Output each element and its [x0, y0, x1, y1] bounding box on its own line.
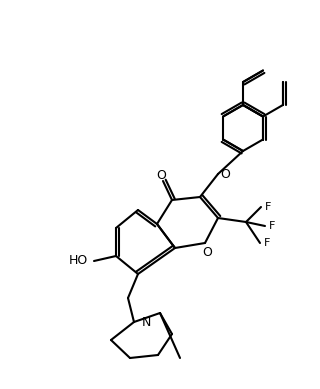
Text: N: N: [142, 315, 151, 328]
Text: O: O: [156, 168, 166, 182]
Text: O: O: [202, 247, 212, 259]
Text: HO: HO: [69, 254, 88, 268]
Text: F: F: [269, 221, 275, 231]
Text: O: O: [220, 168, 230, 180]
Text: F: F: [265, 202, 271, 212]
Text: F: F: [264, 238, 270, 248]
